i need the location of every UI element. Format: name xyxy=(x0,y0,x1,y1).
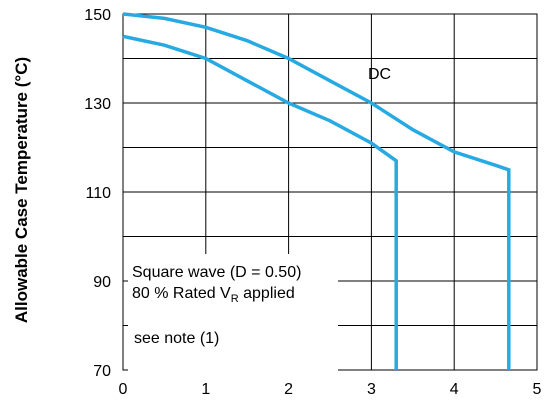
y-tick-label: 130 xyxy=(84,96,111,113)
note-label: see note (1) xyxy=(134,330,219,347)
y-tick-labels: 70 90 110 130 150 xyxy=(84,7,111,380)
rated-voltage-suffix: applied xyxy=(239,285,295,302)
rated-voltage-prefix: 80 % Rated V xyxy=(132,285,231,302)
square-wave-label: Square wave (D = 0.50) xyxy=(132,264,301,281)
y-tick-label: 90 xyxy=(93,274,111,291)
square-wave-series-line xyxy=(122,34,398,370)
rated-voltage-subscript: R xyxy=(231,293,239,305)
rated-voltage-label: 80 % Rated VR applied xyxy=(132,285,295,305)
dc-label: DC xyxy=(368,66,391,83)
series-layer xyxy=(122,12,511,370)
x-tick-label: 0 xyxy=(119,381,128,398)
x-tick-labels: 0 1 2 3 4 5 xyxy=(119,381,542,398)
annotation-box xyxy=(128,254,338,374)
x-tick-label: 5 xyxy=(533,381,542,398)
y-tick-label: 110 xyxy=(85,185,111,202)
y-tick-label: 150 xyxy=(84,7,111,24)
dc-series-line xyxy=(122,12,511,370)
y-tick-label: 70 xyxy=(93,363,111,380)
x-tick-label: 4 xyxy=(450,381,459,398)
x-tick-label: 2 xyxy=(284,381,293,398)
x-tick-label: 3 xyxy=(367,381,376,398)
x-tick-label: 1 xyxy=(201,381,210,398)
y-axis-label: Allowable Case Temperature (°C) xyxy=(12,57,31,323)
